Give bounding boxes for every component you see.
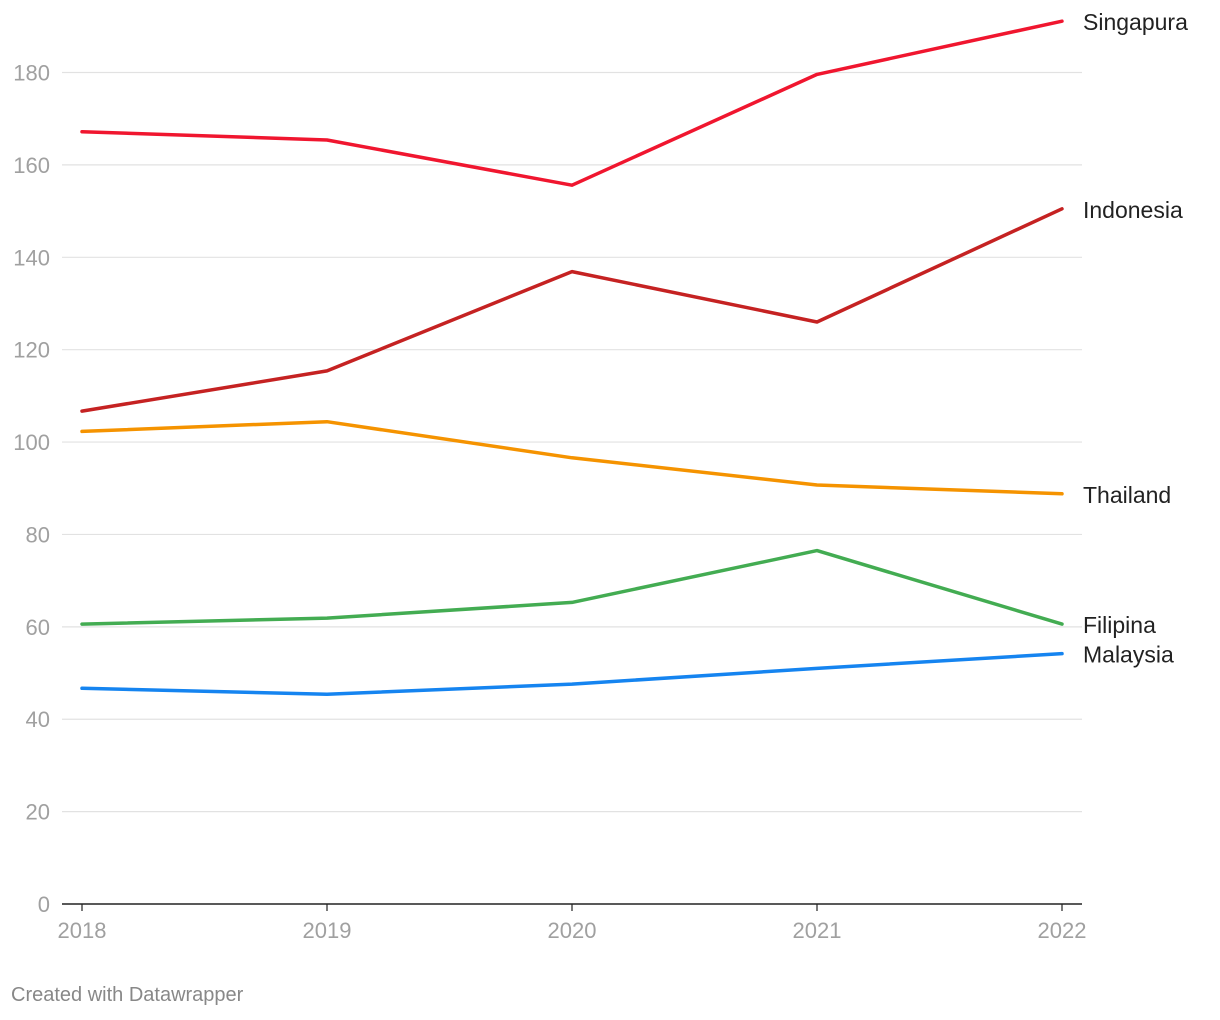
series-label-thailand: Thailand [1083,482,1171,508]
series-labels: Singapura Indonesia Thailand Filipina Malays… [1083,9,1188,667]
series-line-thailand [80,419,1064,496]
y-tick-label-80: 80 [26,522,50,547]
y-tick-label-100: 100 [13,430,50,455]
line-chart: 0 20 40 60 80 100 120 140 160 180 Singapura Indone… [13,9,1188,943]
y-tick-label-140: 140 [13,245,50,270]
y-tick-label-120: 120 [13,338,50,363]
x-tick-label-2018: 2018 [58,918,107,943]
x-tick-label-2022: 2022 [1038,918,1087,943]
y-axis-ticks: 0 20 40 60 80 100 120 140 160 180 [13,61,50,917]
series-label-malaysia: Malaysia [1083,642,1174,668]
credit-text: Created with Datawrapper [11,984,244,1006]
x-tick-label-2019: 2019 [303,918,352,943]
y-tick-label-160: 160 [13,153,50,178]
series-lines [80,19,1064,697]
series-line-indonesia [80,207,1064,413]
gridlines [62,71,1082,905]
x-axis-ticks: 2018 2019 2020 2021 2022 [58,904,1087,943]
series-label-filipina: Filipina [1083,612,1156,638]
x-tick-label-2020: 2020 [548,918,597,943]
series-label-singapura: Singapura [1083,9,1188,35]
y-tick-label-180: 180 [13,61,50,86]
y-tick-label-40: 40 [26,707,50,732]
x-tick-label-2021: 2021 [793,918,842,943]
series-line-singapura [80,19,1064,187]
series-line-malaysia [80,651,1064,697]
y-tick-label-0: 0 [38,892,50,917]
y-tick-label-60: 60 [26,615,50,640]
series-label-indonesia: Indonesia [1083,197,1183,223]
series-line-filipina [80,548,1064,626]
y-tick-label-20: 20 [26,800,50,825]
